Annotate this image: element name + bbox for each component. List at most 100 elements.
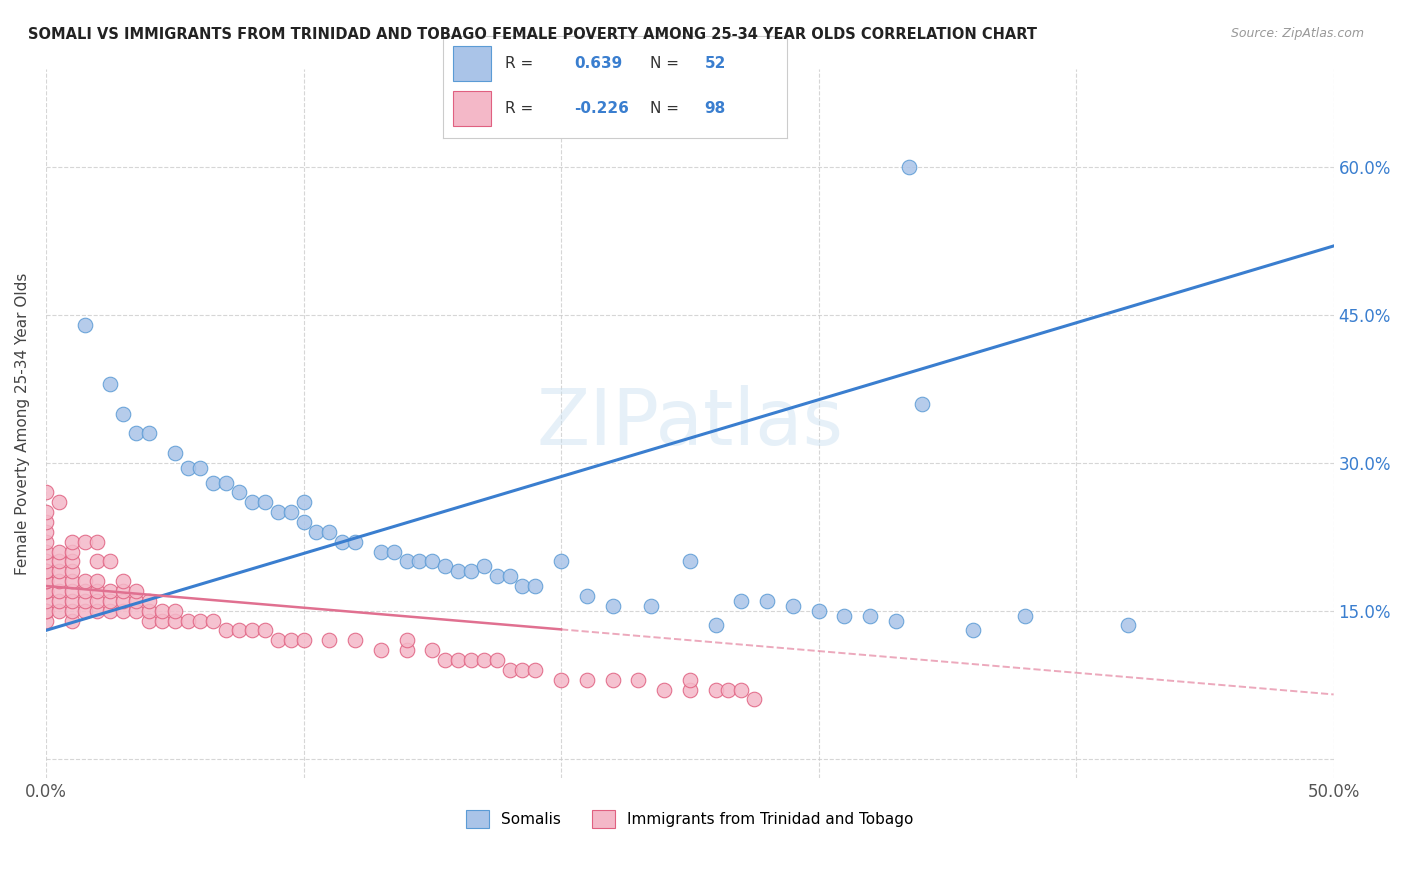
- Point: [472, 653, 495, 667]
- Point: [679, 682, 702, 697]
- Point: [35, 534, 58, 549]
- Point: [280, 505, 302, 519]
- Point: [253, 624, 276, 638]
- Point: [35, 505, 58, 519]
- Text: 98: 98: [704, 101, 725, 116]
- Point: [330, 534, 353, 549]
- Point: [60, 594, 83, 608]
- Point: [280, 633, 302, 648]
- Point: [575, 589, 598, 603]
- Legend: Somalis, Immigrants from Trinidad and Tobago: Somalis, Immigrants from Trinidad and To…: [460, 804, 920, 834]
- Text: N =: N =: [650, 101, 683, 116]
- Text: SOMALI VS IMMIGRANTS FROM TRINIDAD AND TOBAGO FEMALE POVERTY AMONG 25-34 YEAR OL: SOMALI VS IMMIGRANTS FROM TRINIDAD AND T…: [28, 27, 1038, 42]
- Point: [807, 604, 830, 618]
- Point: [98, 594, 121, 608]
- Point: [512, 579, 534, 593]
- Point: [292, 515, 315, 529]
- Point: [498, 569, 520, 583]
- Point: [343, 633, 366, 648]
- Point: [35, 604, 58, 618]
- Point: [962, 624, 984, 638]
- Point: [48, 564, 70, 578]
- Bar: [453, 45, 491, 81]
- Point: [395, 633, 418, 648]
- Point: [98, 583, 121, 598]
- Point: [240, 624, 263, 638]
- Point: [370, 643, 392, 657]
- Point: [125, 594, 148, 608]
- Point: [73, 594, 96, 608]
- Point: [150, 614, 173, 628]
- Point: [717, 682, 740, 697]
- Point: [318, 633, 340, 648]
- Text: N =: N =: [650, 56, 683, 70]
- Point: [910, 397, 932, 411]
- Point: [215, 475, 238, 490]
- Point: [112, 604, 135, 618]
- Point: [305, 524, 328, 539]
- Point: [163, 446, 186, 460]
- Point: [460, 564, 482, 578]
- Point: [35, 524, 58, 539]
- Point: [35, 583, 58, 598]
- Point: [163, 614, 186, 628]
- Point: [382, 544, 405, 558]
- Point: [447, 564, 470, 578]
- Point: [73, 534, 96, 549]
- Point: [228, 485, 250, 500]
- Point: [73, 318, 96, 332]
- Point: [190, 614, 212, 628]
- Point: [60, 583, 83, 598]
- Point: [460, 653, 482, 667]
- Point: [434, 653, 457, 667]
- Point: [420, 643, 443, 657]
- Point: [86, 574, 108, 588]
- Point: [704, 618, 727, 632]
- Text: R =: R =: [505, 101, 538, 116]
- Point: [884, 614, 907, 628]
- Point: [253, 495, 276, 509]
- Point: [228, 624, 250, 638]
- Point: [60, 604, 83, 618]
- Point: [202, 614, 225, 628]
- Point: [176, 614, 198, 628]
- Point: [434, 559, 457, 574]
- Point: [98, 554, 121, 568]
- Point: [267, 505, 290, 519]
- Point: [125, 604, 148, 618]
- Point: [420, 554, 443, 568]
- Text: 52: 52: [704, 56, 725, 70]
- Point: [408, 554, 430, 568]
- Point: [35, 554, 58, 568]
- Point: [86, 594, 108, 608]
- Point: [652, 682, 675, 697]
- Point: [370, 544, 392, 558]
- Point: [202, 475, 225, 490]
- Point: [35, 564, 58, 578]
- Point: [550, 554, 572, 568]
- Point: [60, 574, 83, 588]
- Point: [1116, 618, 1139, 632]
- Point: [112, 583, 135, 598]
- Point: [35, 614, 58, 628]
- Point: [704, 682, 727, 697]
- Point: [86, 534, 108, 549]
- Point: [48, 544, 70, 558]
- Point: [834, 608, 856, 623]
- Point: [512, 663, 534, 677]
- Point: [240, 495, 263, 509]
- Text: -0.226: -0.226: [574, 101, 628, 116]
- Point: [35, 515, 58, 529]
- Point: [35, 594, 58, 608]
- Point: [679, 554, 702, 568]
- Text: R =: R =: [505, 56, 538, 70]
- Point: [730, 594, 752, 608]
- Point: [112, 574, 135, 588]
- Text: ZIPatlas: ZIPatlas: [536, 385, 844, 461]
- Point: [125, 583, 148, 598]
- Point: [86, 583, 108, 598]
- Point: [485, 569, 508, 583]
- Point: [35, 564, 58, 578]
- Point: [756, 594, 779, 608]
- Point: [150, 604, 173, 618]
